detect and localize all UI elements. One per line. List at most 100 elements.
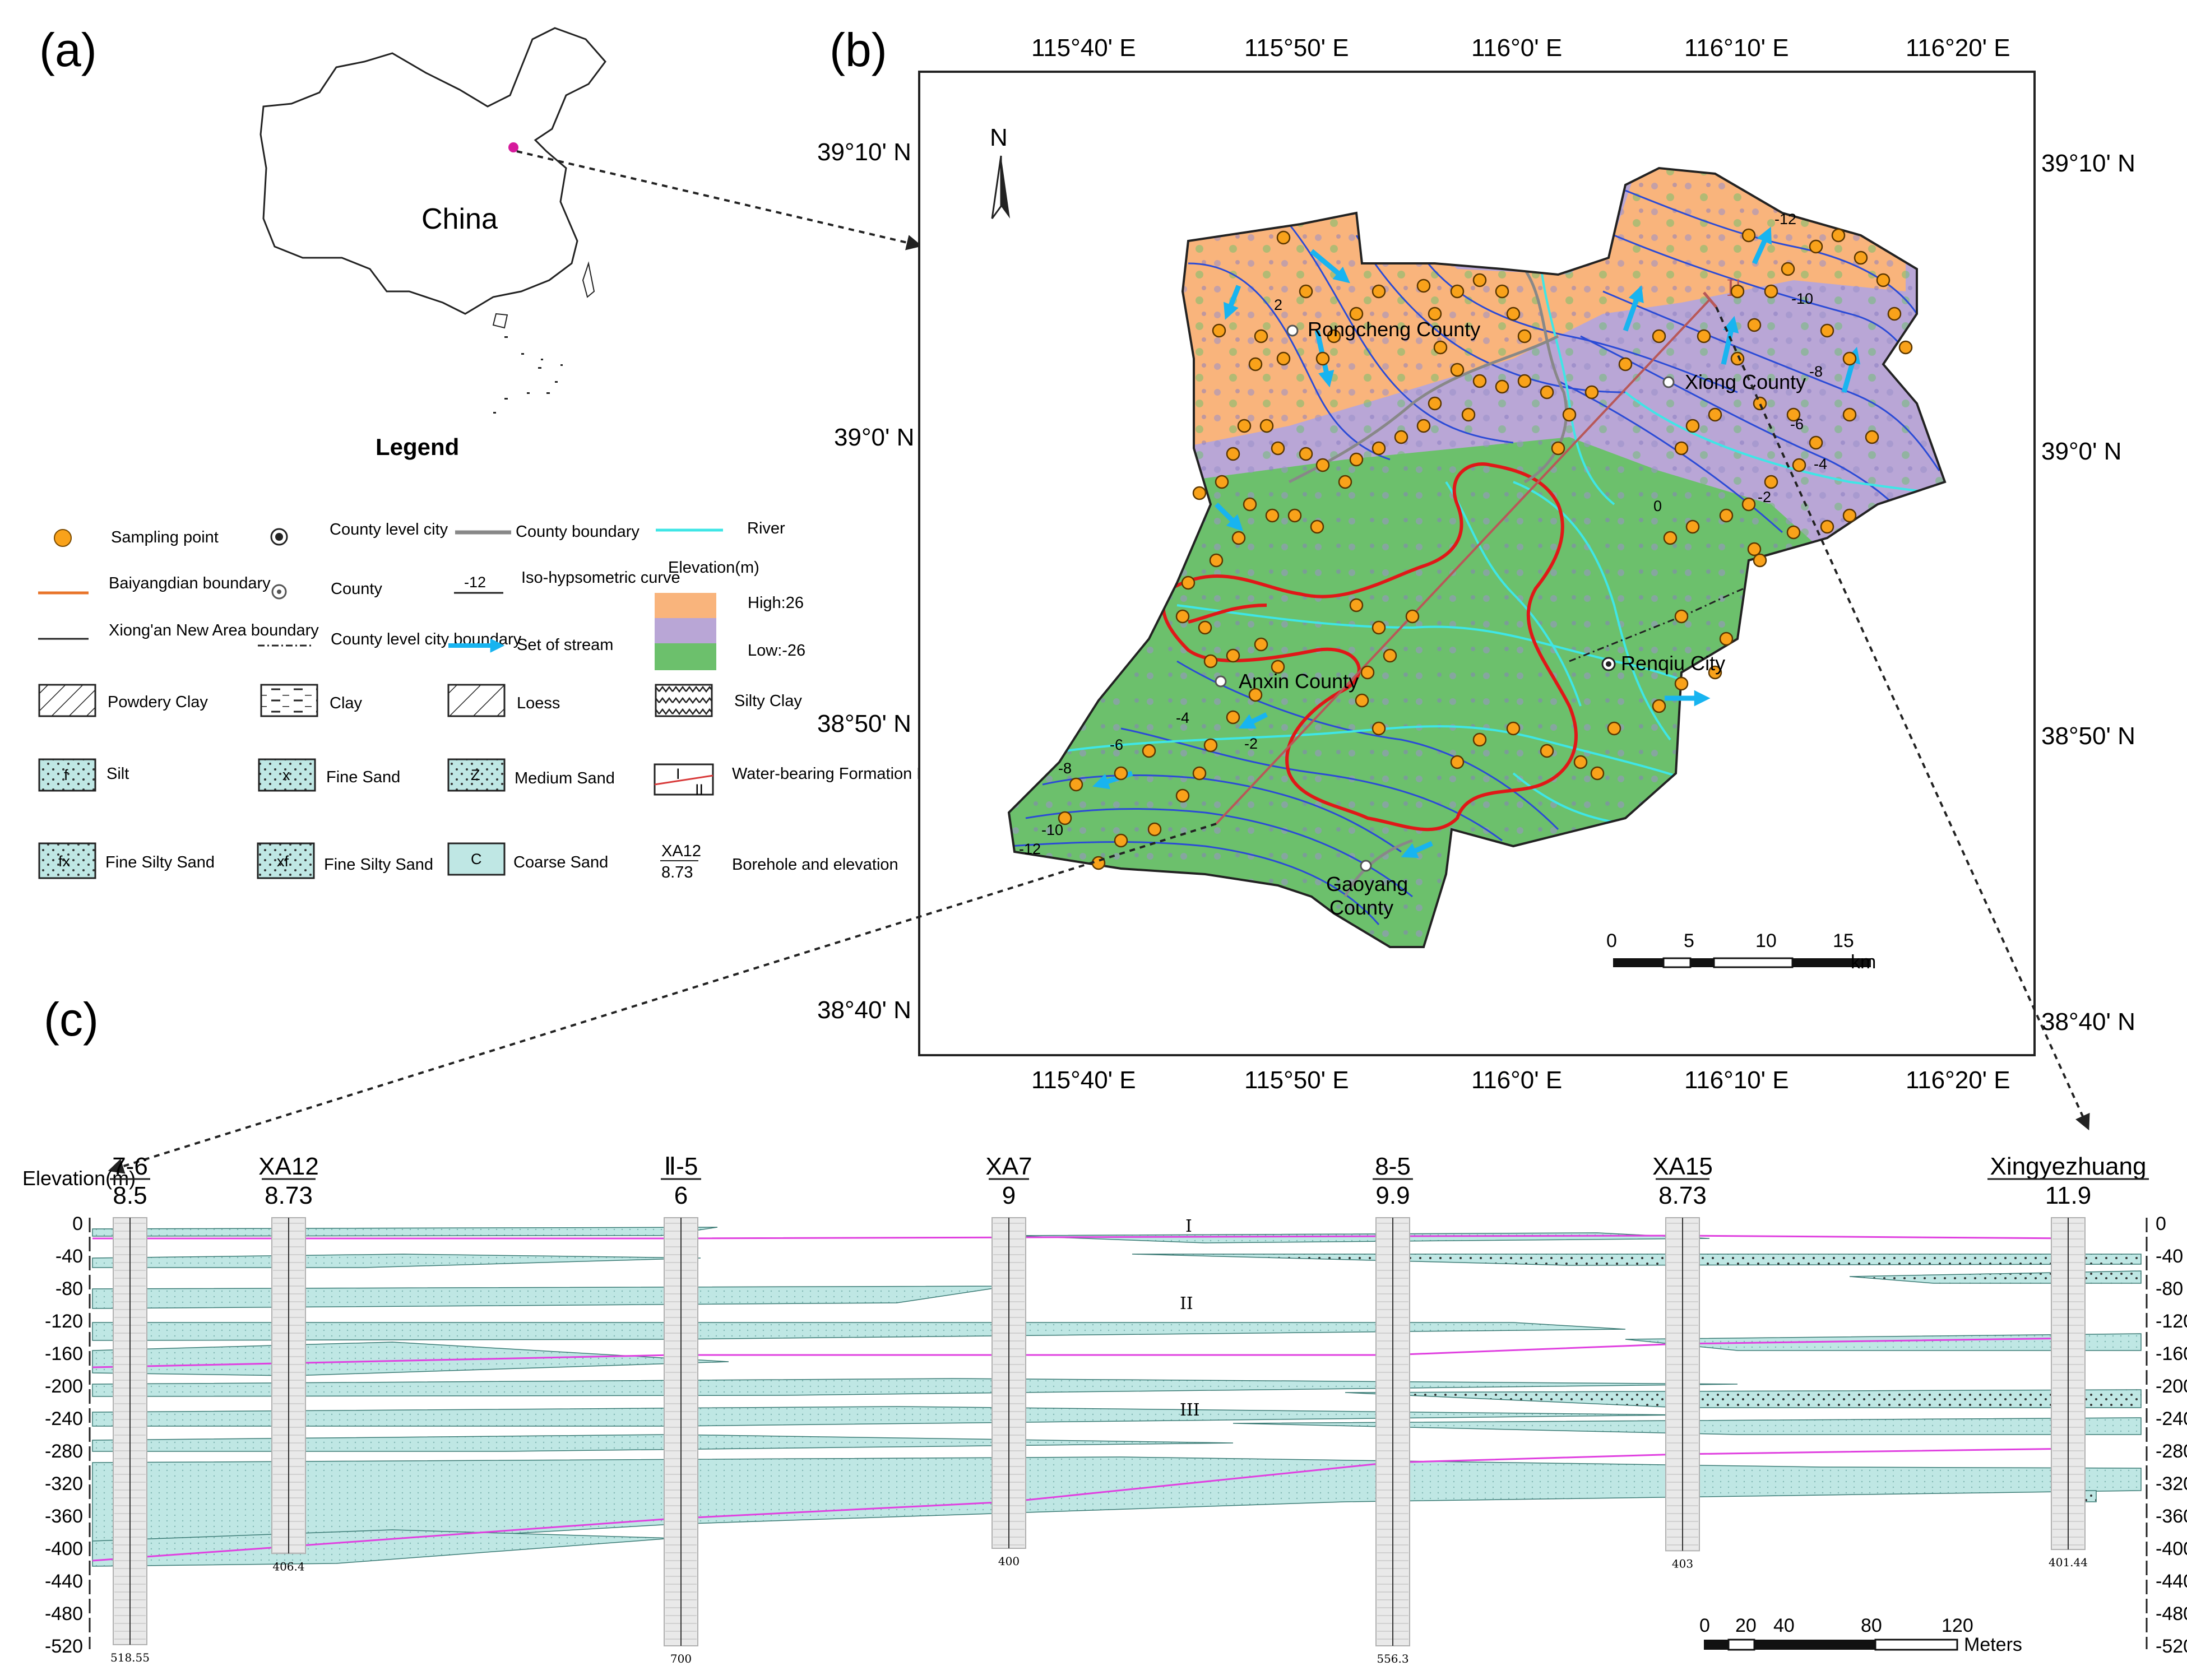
- borehole-name: 7-6: [112, 1153, 148, 1180]
- panel-label-a: (a): [39, 24, 97, 76]
- sampling-point: [1287, 508, 1302, 523]
- north-label: N: [990, 124, 1008, 151]
- sampling-point: [1069, 777, 1083, 792]
- sampling-point: [1416, 279, 1431, 293]
- sampling-point: [1781, 262, 1795, 276]
- sampling-point: [1898, 340, 1913, 355]
- sampling-point: [1142, 744, 1156, 758]
- sampling-point: [1265, 508, 1280, 523]
- panel-label-b: (b): [830, 24, 887, 76]
- sampling-point: [1741, 497, 1756, 512]
- sampling-point: [1450, 284, 1465, 299]
- hainan-outline: [492, 313, 508, 329]
- leader-arrow-b-c-left: [108, 823, 1217, 1174]
- sampling-point: [1865, 430, 1879, 444]
- sampling-point: [1226, 710, 1240, 725]
- sampling-point: [1349, 452, 1364, 467]
- sampling-point: [1831, 228, 1846, 243]
- sampling-point: [1741, 228, 1756, 243]
- sampling-point: [1842, 407, 1857, 422]
- contour-label-m10a: -10: [1791, 290, 1813, 307]
- sampling-point: [1573, 755, 1588, 769]
- contour-label-m12a: -12: [1774, 211, 1796, 228]
- sampling-point: [1540, 385, 1554, 400]
- borehole: 7-68.5 518.55: [110, 1153, 150, 1664]
- y-tick-left: -280: [45, 1441, 83, 1462]
- formation-label-1: I: [1185, 1217, 1192, 1236]
- borehole-elevation: 11.9: [2045, 1182, 2091, 1209]
- place-anxin: Anxin County: [1239, 670, 1359, 693]
- m-unit: Meters: [1964, 1634, 2022, 1655]
- sampling-point: [1212, 323, 1226, 338]
- place-gaoyang-1: Gaoyang: [1326, 873, 1408, 895]
- sampling-point: [1114, 833, 1128, 848]
- coarse-sand-symbol-letter: C: [471, 851, 482, 867]
- contour-label-m8b: -8: [1058, 760, 1072, 777]
- y-tick-left: -440: [45, 1571, 83, 1592]
- sampling-point: [1371, 721, 1386, 736]
- y-tick-left: -80: [55, 1278, 83, 1300]
- cross-section-line: [1215, 299, 1711, 825]
- silty-clay-symbol: [655, 684, 713, 717]
- sampling-point: [1371, 441, 1386, 456]
- sampling-point: [1405, 609, 1420, 624]
- medium-sand-symbol-letter: Z: [471, 767, 480, 783]
- borehole: Ⅱ-56 700: [661, 1153, 701, 1665]
- borehole-depth: 518.55: [110, 1651, 150, 1664]
- legend-powdery-clay: Powdery Clay: [108, 693, 208, 711]
- sampling-point: [1299, 447, 1313, 461]
- y-tick-right: -480: [2156, 1603, 2187, 1625]
- sampling-point: [1551, 441, 1565, 456]
- iso-curve-sample-label: -12: [464, 574, 486, 591]
- y-tick-left: -480: [45, 1603, 83, 1625]
- elevation-high-label: High:26: [748, 594, 804, 612]
- sampling-point: [1674, 676, 1689, 691]
- sampling-point: [1506, 721, 1521, 736]
- sampling-point: [1517, 374, 1532, 388]
- sampling-point: [1652, 699, 1666, 713]
- sampling-point: [1360, 665, 1375, 680]
- contour-label-m4b: -4: [1176, 709, 1189, 726]
- powdery-clay-symbol: [38, 684, 96, 717]
- wbf-bottom-symbol: II: [695, 781, 703, 798]
- clay-symbol: [260, 684, 318, 717]
- fine-sand-symbol-letter: x: [282, 767, 290, 783]
- km-unit: km: [1851, 952, 1876, 973]
- place-xiong: Xiong County: [1685, 370, 1806, 393]
- y-tick-right: -440: [2156, 1571, 2187, 1592]
- legend-county-city: County level city: [330, 521, 448, 539]
- sampling-point: [1175, 609, 1190, 624]
- borehole-elevation: 8.5: [113, 1182, 147, 1209]
- y-tick-right: 0: [2156, 1213, 2166, 1235]
- sampling-point: [1192, 486, 1207, 500]
- legend-fine-silty-sand-2: Fine Silty Sand: [324, 856, 433, 874]
- contour-label-0: 0: [1653, 498, 1662, 514]
- town-markers: [1215, 324, 1675, 872]
- y-tick-left: -200: [45, 1376, 83, 1397]
- meters-scalebar: 0 20 40 80 120 Meters: [1699, 1615, 2022, 1655]
- formation-label-2: II: [1180, 1294, 1193, 1314]
- sampling-point: [1271, 660, 1285, 674]
- coarse-sand-symbol: [447, 842, 506, 876]
- borehole-depth: 556.3: [1377, 1652, 1408, 1665]
- lat-left-4: 38°40' N: [817, 996, 911, 1024]
- sampling-point: [1792, 458, 1806, 472]
- contour-label-m10b: -10: [1041, 822, 1063, 838]
- sampling-point: [1215, 475, 1229, 489]
- legend-borehole: Borehole and elevation: [732, 856, 898, 874]
- leader-arrow-b-c-right: [1715, 307, 2090, 1131]
- sampling-point: [1697, 329, 1711, 344]
- borehole-elevation: 6: [674, 1182, 688, 1209]
- sampling-point: [1820, 519, 1834, 534]
- cross-section: Elevation(m) 0-40-80-120-160-200-240-280…: [22, 1153, 2187, 1665]
- sampling-point: [1506, 307, 1521, 321]
- sampling-point: [1607, 721, 1621, 736]
- sampling-point: [1708, 407, 1722, 422]
- sampling-point: [1730, 284, 1745, 299]
- km-tick-10: 10: [1755, 930, 1777, 952]
- lat-left-1: 39°10' N: [817, 138, 911, 166]
- elevation-low-label: Low:-26: [748, 642, 805, 660]
- sampling-point: [1708, 665, 1722, 680]
- sampling-point: [1254, 329, 1268, 344]
